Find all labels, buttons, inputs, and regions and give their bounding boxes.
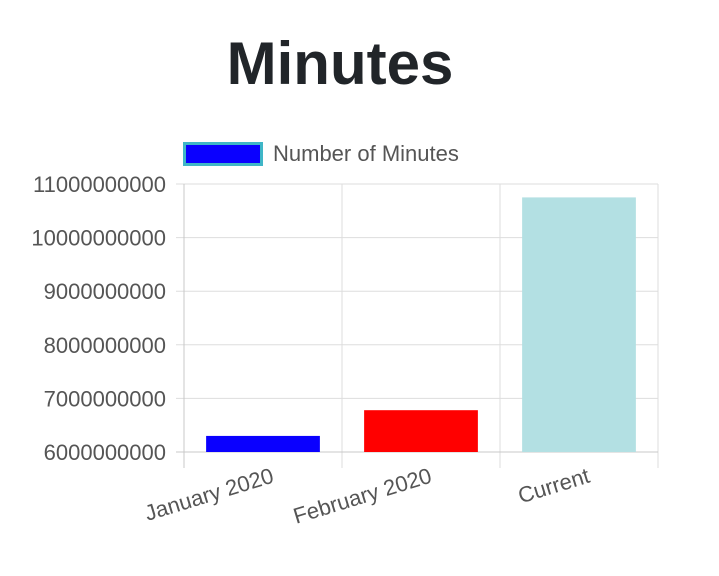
- x-tick-label: February 2020: [290, 463, 434, 529]
- x-tick-label: Current: [515, 463, 592, 508]
- y-tick-label: 10000000000: [31, 226, 166, 251]
- bar: [206, 435, 320, 452]
- y-tick-label: 6000000000: [44, 440, 166, 465]
- bar: [364, 410, 478, 452]
- y-tick-label: 8000000000: [44, 333, 166, 358]
- chart-legend[interactable]: Number of Minutes: [183, 139, 459, 169]
- legend-swatch: [183, 142, 263, 166]
- x-tick-label: January 2020: [142, 463, 277, 526]
- y-tick-label: 7000000000: [44, 386, 166, 411]
- legend-label: Number of Minutes: [273, 141, 459, 166]
- chart-title: Minutes: [226, 30, 454, 97]
- bar: [522, 197, 636, 452]
- y-tick-label: 11000000000: [33, 172, 166, 197]
- y-tick-label: 9000000000: [44, 279, 166, 304]
